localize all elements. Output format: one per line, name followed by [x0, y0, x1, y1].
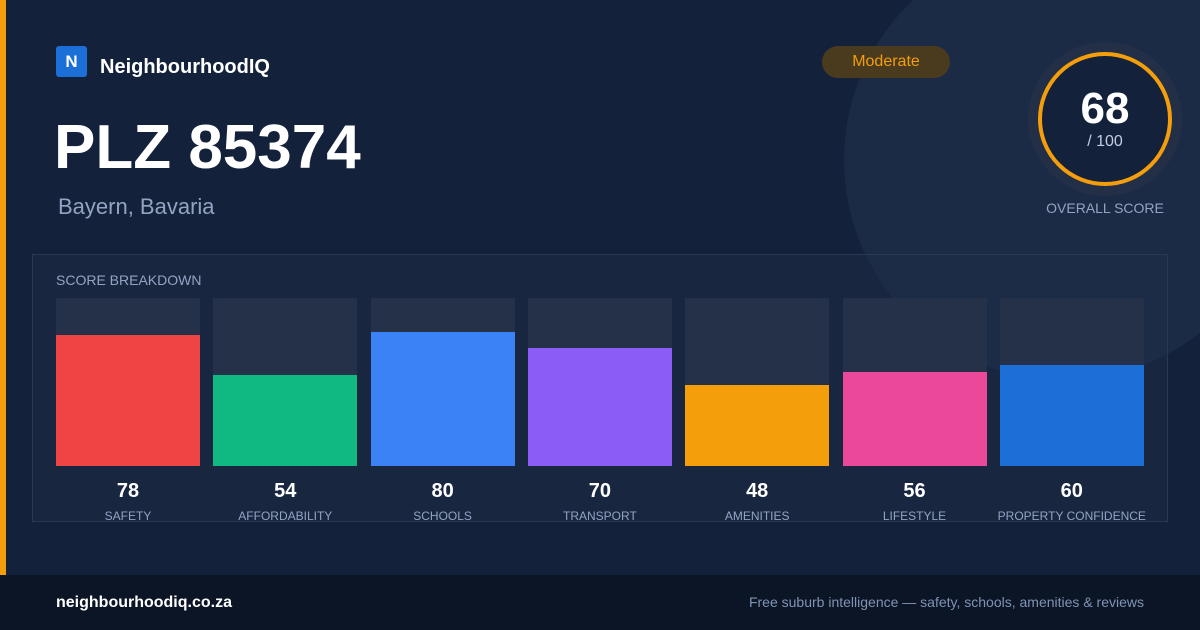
- category-label: TRANSPORT: [562, 509, 637, 523]
- score-label: OVERALL SCORE: [1046, 200, 1164, 216]
- category-label: AMENITIES: [724, 509, 790, 523]
- category-label: SAFETY: [104, 509, 152, 523]
- category-label: AFFORDABILITY: [238, 509, 333, 523]
- bar: [685, 385, 830, 466]
- value-label: 56: [903, 480, 926, 502]
- value-label: 80: [431, 480, 454, 502]
- chart-title: SCORE BREAKDOWN: [56, 272, 202, 288]
- footer-tagline: Free suburb intelligence — safety, schoo…: [748, 594, 1144, 610]
- bar: [370, 331, 515, 466]
- title: PLZ 85374: [54, 113, 361, 182]
- value-label: 78: [116, 480, 140, 502]
- value-label: 70: [588, 480, 612, 502]
- bar: [842, 371, 987, 466]
- value-label: 60: [1060, 480, 1083, 502]
- subtitle: Bayern, Bavaria: [58, 194, 215, 219]
- score-ring: [1038, 52, 1172, 186]
- footer: [0, 575, 1200, 630]
- bar: [999, 365, 1144, 466]
- bar: [213, 375, 358, 466]
- score-value: 68: [1080, 84, 1130, 133]
- value-label: 54: [274, 480, 297, 502]
- score-max: / 100: [1087, 133, 1123, 150]
- value-label: 48: [746, 480, 769, 502]
- brand-name: NeighbourhoodIQ: [100, 56, 270, 78]
- bar: [56, 334, 200, 466]
- category-label: LIFESTYLE: [882, 509, 947, 523]
- badge: Moderate: [822, 46, 950, 78]
- footer-site: neighbourhoodiq.co.za: [56, 594, 232, 611]
- accent-stripe: [0, 0, 6, 575]
- category-label: PROPERTY CONFIDENCE: [997, 509, 1146, 523]
- logo: N: [56, 46, 87, 77]
- bar: [527, 348, 672, 466]
- category-label: SCHOOLS: [413, 509, 472, 523]
